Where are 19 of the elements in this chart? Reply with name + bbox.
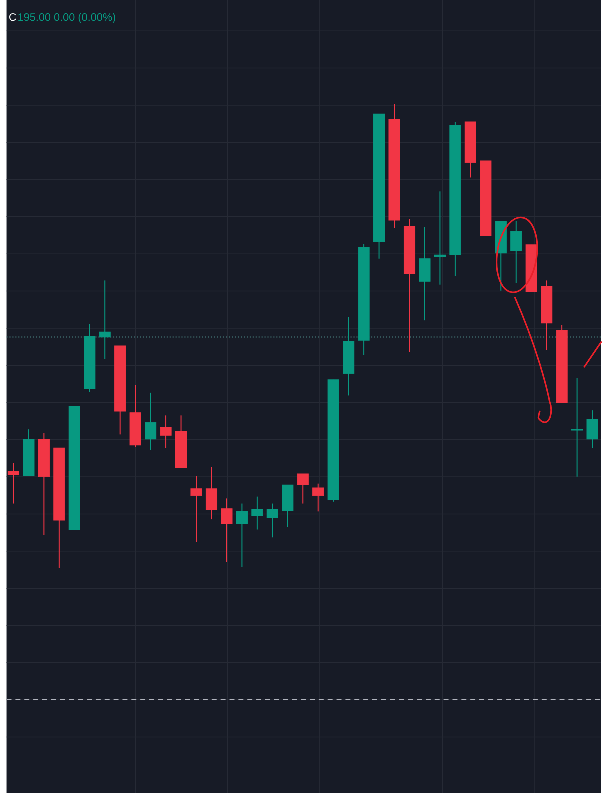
candlestick bbox=[99, 280, 111, 360]
candlestick bbox=[160, 415, 172, 449]
candlestick bbox=[206, 466, 218, 520]
text: C bbox=[9, 13, 16, 22]
candlestick bbox=[297, 474, 309, 504]
candlestick bbox=[236, 503, 248, 568]
candlestick bbox=[8, 462, 20, 504]
candlestick bbox=[252, 496, 264, 530]
candlestick bbox=[312, 483, 324, 512]
candlestick bbox=[419, 226, 431, 322]
candlestick bbox=[144, 392, 157, 451]
candlestick bbox=[190, 475, 202, 543]
text: 195.00 0.00 (0.00%) bbox=[18, 13, 116, 24]
candlestick bbox=[266, 503, 278, 538]
candlestick bbox=[571, 378, 584, 478]
candlestick bbox=[586, 410, 598, 449]
candlestick bbox=[510, 220, 522, 284]
candlestick bbox=[434, 191, 446, 286]
candlestick bbox=[221, 498, 233, 563]
